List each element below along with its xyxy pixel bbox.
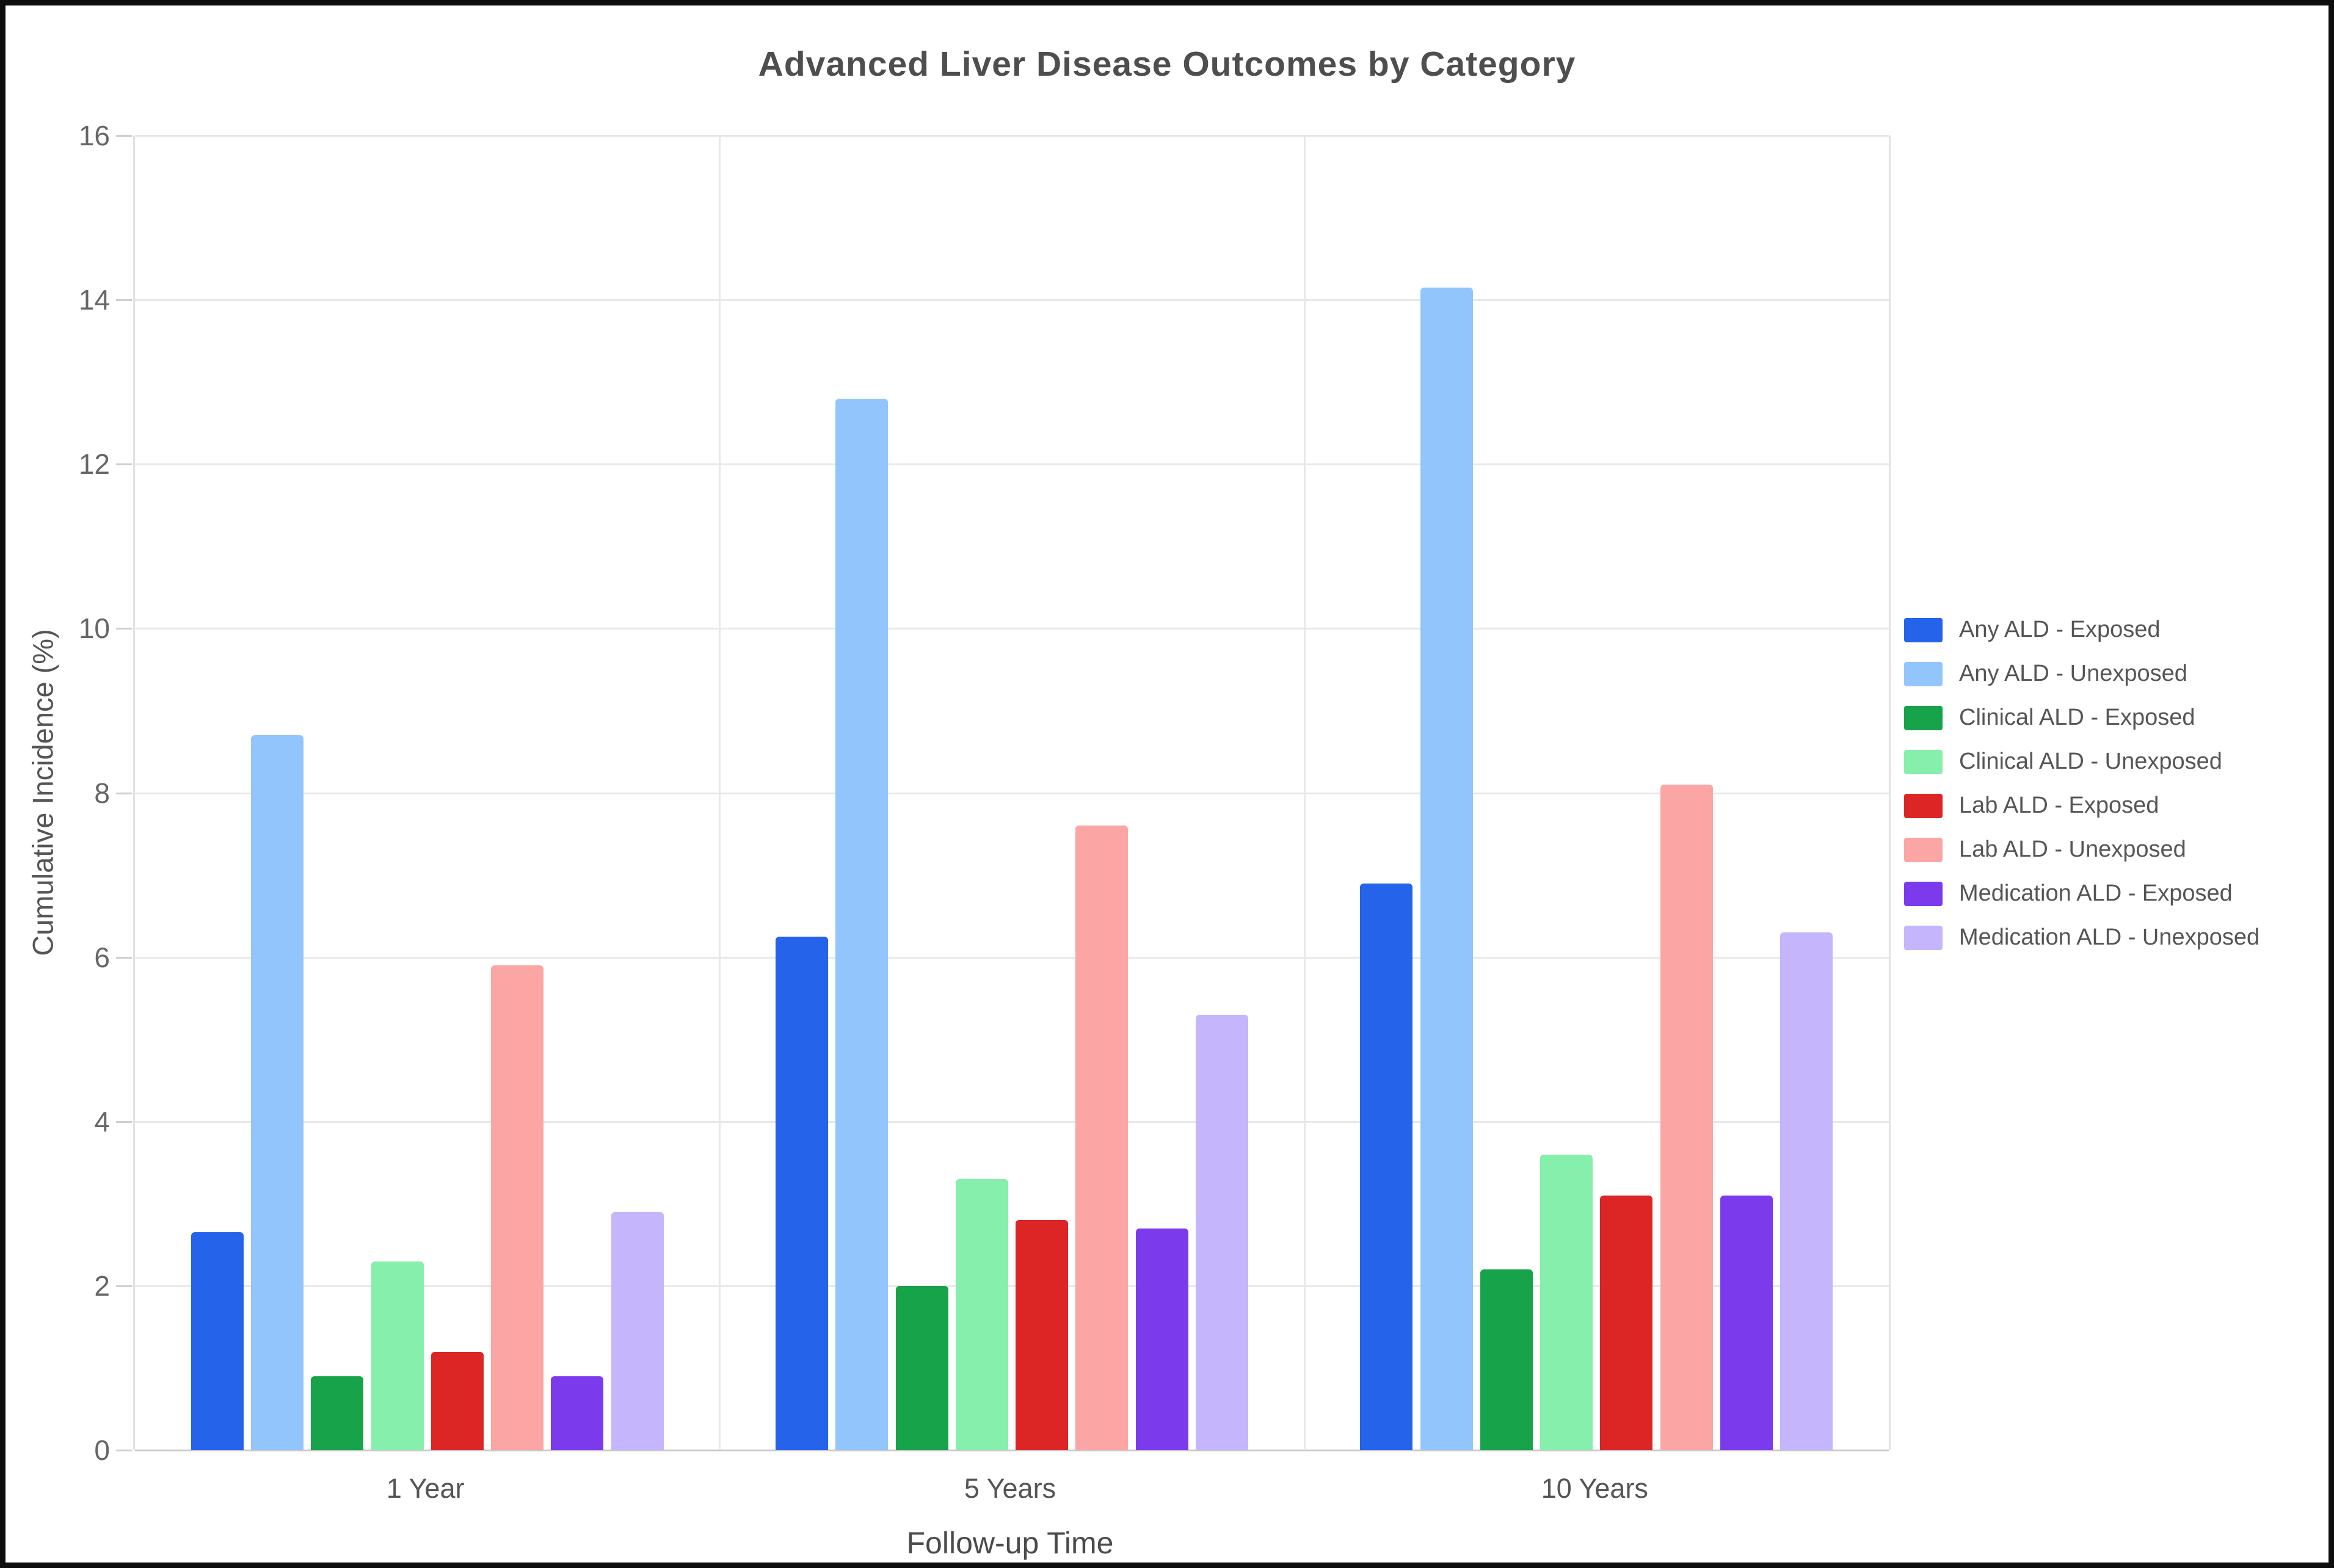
y-tick-mark-16 bbox=[116, 135, 132, 137]
y-tick-label-0: 0 bbox=[94, 1434, 110, 1466]
bar-any-ald-exposed-5-years bbox=[776, 936, 828, 1450]
legend-swatch-lab-ald-unexposed bbox=[1904, 837, 1943, 862]
legend-label: Lab ALD - Exposed bbox=[1959, 793, 2159, 818]
legend-item-any-ald-exposed[interactable]: Any ALD - Exposed bbox=[1904, 617, 2259, 643]
bar-lab-ald-unexposed-10-years bbox=[1660, 785, 1713, 1450]
legend-label: Any ALD - Exposed bbox=[1959, 617, 2161, 642]
y-tick-label-6: 6 bbox=[94, 941, 110, 973]
y-gridline-16 bbox=[135, 135, 1889, 137]
bar-medication-ald-exposed-1-year bbox=[551, 1376, 604, 1450]
legend-label: Clinical ALD - Unexposed bbox=[1959, 749, 2222, 774]
chart-title: Advanced Liver Disease Outcomes by Categ… bbox=[758, 45, 1576, 84]
plot-area bbox=[133, 135, 1891, 1451]
legend-swatch-medication-ald-exposed bbox=[1904, 881, 1943, 906]
bar-clinical-ald-unexposed-10-years bbox=[1540, 1154, 1593, 1450]
bar-clinical-ald-unexposed-1-year bbox=[371, 1261, 424, 1450]
x-axis-baseline bbox=[135, 1450, 1889, 1451]
bar-lab-ald-exposed-1-year bbox=[431, 1351, 484, 1450]
bar-group-1-year bbox=[191, 136, 664, 1450]
legend-item-clinical-ald-unexposed[interactable]: Clinical ALD - Unexposed bbox=[1904, 749, 2259, 775]
bar-medication-ald-exposed-10-years bbox=[1720, 1195, 1773, 1450]
legend-item-clinical-ald-exposed[interactable]: Clinical ALD - Exposed bbox=[1904, 705, 2259, 731]
bar-lab-ald-exposed-10-years bbox=[1600, 1195, 1653, 1450]
x-category-label-5-years: 5 Years bbox=[964, 1473, 1056, 1504]
y-tick-label-8: 8 bbox=[94, 777, 110, 809]
y-tick-mark-12 bbox=[116, 463, 132, 466]
legend-label: Any ALD - Unexposed bbox=[1959, 661, 2187, 686]
bar-any-ald-unexposed-10-years bbox=[1420, 287, 1473, 1450]
x-category-label-10-years: 10 Years bbox=[1541, 1473, 1648, 1504]
bar-medication-ald-exposed-5-years bbox=[1135, 1228, 1188, 1450]
y-tick-mark-8 bbox=[116, 792, 132, 794]
y-gridline-2 bbox=[135, 1285, 1889, 1287]
legend: Any ALD - Exposed Any ALD - Unexposed Clin… bbox=[1904, 617, 2259, 951]
x-axis-title: Follow-up Time bbox=[906, 1526, 1114, 1560]
y-tick-mark-4 bbox=[116, 1120, 132, 1123]
legend-swatch-clinical-ald-unexposed bbox=[1904, 749, 1943, 774]
x-gridline-1 bbox=[719, 136, 721, 1450]
legend-label: Medication ALD - Exposed bbox=[1959, 880, 2233, 906]
legend-swatch-any-ald-unexposed bbox=[1904, 661, 1943, 686]
y-tick-label-2: 2 bbox=[94, 1269, 110, 1302]
legend-item-medication-ald-exposed[interactable]: Medication ALD - Exposed bbox=[1904, 880, 2259, 907]
y-tick-label-16: 16 bbox=[78, 120, 110, 151]
legend-item-lab-ald-unexposed[interactable]: Lab ALD - Unexposed bbox=[1904, 837, 2259, 863]
bar-medication-ald-unexposed-1-year bbox=[611, 1211, 664, 1450]
y-gridline-8 bbox=[135, 792, 1889, 794]
y-tick-mark-6 bbox=[116, 956, 132, 959]
bar-clinical-ald-unexposed-5-years bbox=[955, 1178, 1008, 1450]
legend-label: Lab ALD - Unexposed bbox=[1959, 837, 2186, 862]
y-tick-label-14: 14 bbox=[78, 284, 110, 316]
bar-medication-ald-unexposed-5-years bbox=[1195, 1014, 1248, 1450]
legend-swatch-clinical-ald-exposed bbox=[1904, 705, 1943, 730]
y-gridline-4 bbox=[135, 1120, 1889, 1123]
legend-swatch-medication-ald-unexposed bbox=[1904, 925, 1943, 950]
bar-any-ald-exposed-1-year bbox=[191, 1232, 244, 1450]
y-gridline-14 bbox=[135, 299, 1889, 302]
y-tick-mark-2 bbox=[116, 1285, 132, 1287]
bar-medication-ald-unexposed-10-years bbox=[1780, 932, 1833, 1450]
y-tick-mark-10 bbox=[116, 628, 132, 630]
y-tick-mark-0 bbox=[116, 1450, 132, 1451]
y-gridline-10 bbox=[135, 628, 1889, 630]
bar-any-ald-unexposed-5-years bbox=[835, 398, 889, 1450]
bar-group-5-years bbox=[776, 136, 1248, 1450]
bar-clinical-ald-exposed-10-years bbox=[1480, 1269, 1533, 1450]
bar-lab-ald-exposed-5-years bbox=[1016, 1220, 1069, 1450]
x-category-label-1-year: 1 Year bbox=[386, 1473, 465, 1504]
y-tick-label-4: 4 bbox=[94, 1105, 110, 1138]
legend-swatch-lab-ald-exposed bbox=[1904, 793, 1943, 818]
bar-group-10-years bbox=[1360, 136, 1833, 1450]
x-gridline-2 bbox=[1303, 136, 1306, 1450]
bar-any-ald-unexposed-1-year bbox=[250, 735, 304, 1450]
bar-lab-ald-unexposed-1-year bbox=[491, 965, 544, 1450]
y-gridline-12 bbox=[135, 463, 1889, 466]
y-gridline-6 bbox=[135, 956, 1889, 959]
legend-item-lab-ald-exposed[interactable]: Lab ALD - Exposed bbox=[1904, 793, 2259, 819]
legend-label: Clinical ALD - Exposed bbox=[1959, 705, 2195, 730]
legend-item-medication-ald-unexposed[interactable]: Medication ALD - Unexposed bbox=[1904, 924, 2259, 951]
bar-clinical-ald-exposed-1-year bbox=[311, 1376, 364, 1450]
bar-any-ald-exposed-10-years bbox=[1360, 883, 1413, 1450]
y-tick-mark-14 bbox=[116, 299, 132, 302]
y-tick-label-12: 12 bbox=[78, 448, 110, 481]
y-tick-label-10: 10 bbox=[78, 612, 110, 645]
legend-item-any-ald-unexposed[interactable]: Any ALD - Unexposed bbox=[1904, 661, 2259, 687]
bar-lab-ald-unexposed-5-years bbox=[1075, 826, 1129, 1450]
legend-swatch-any-ald-exposed bbox=[1904, 617, 1943, 642]
bar-clinical-ald-exposed-5-years bbox=[895, 1285, 948, 1450]
legend-label: Medication ALD - Unexposed bbox=[1959, 924, 2260, 950]
